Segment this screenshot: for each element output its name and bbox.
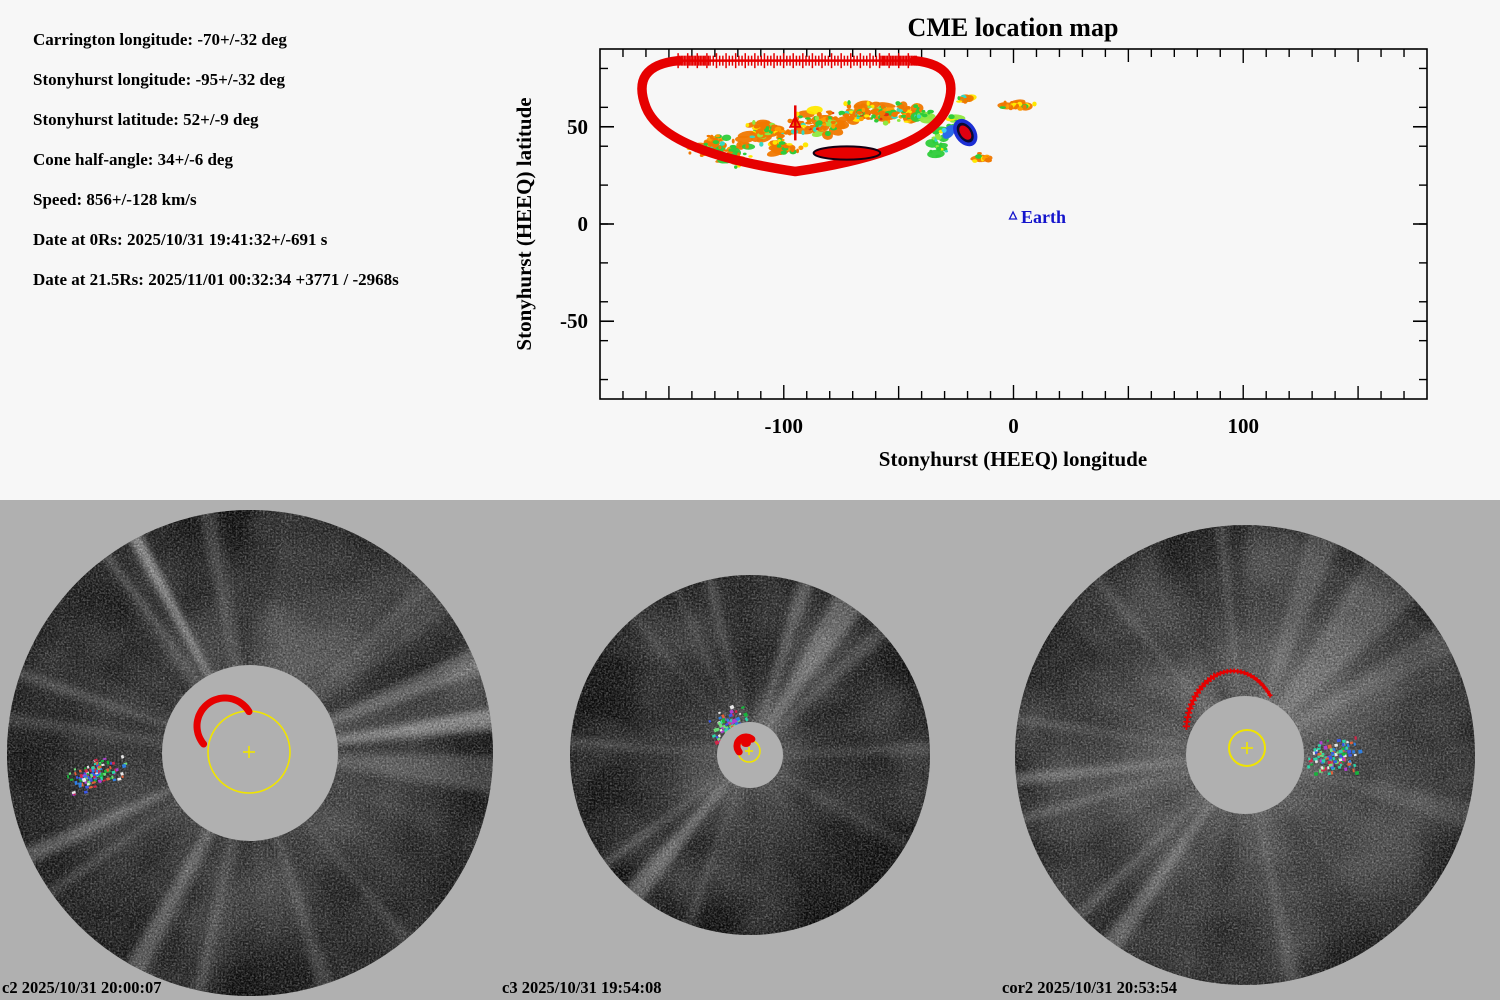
c3-occulter [717,722,783,788]
source-marker [788,105,802,141]
info-line-date-21-5rs: Date at 21.5Rs: 2025/11/01 00:32:34 +377… [33,270,399,289]
measured-ellipse [812,145,882,161]
svg-text:0: 0 [578,212,589,236]
cor2-cme-front-cross-arc [1182,668,1273,730]
map-title: CME location map [908,13,1119,42]
cor2-detection-speckles [1307,736,1363,776]
map-content [637,53,1037,177]
svg-text:50: 50 [567,115,588,139]
svg-text:100: 100 [1227,414,1259,438]
svg-text:0: 0 [1008,414,1019,438]
coronagraph-c3 [570,575,930,935]
cme-location-map: CME location map -100 0 100 -50 0 50 Stonyhur… [512,13,1428,471]
coronagraph-section: c2 2025/10/31 20:00:07 c3 2025/10/31 19:… [0,500,1500,1000]
map-section: Carrington longitude: -70+/-32 deg Stony… [0,0,1500,500]
blue-feature [941,118,978,147]
earth-label: Earth [1021,207,1066,227]
info-line-cone-half-angle: Cone half-angle: 34+/-6 deg [33,150,233,169]
panel-label-cor2: cor2 2025/10/31 20:53:54 [1002,978,1178,997]
info-line-date-0rs: Date at 0Rs: 2025/10/31 19:41:32+/-691 s [33,230,328,249]
svg-text:-50: -50 [560,309,588,333]
coronagraph-c2 [7,510,493,996]
info-line-speed: Speed: 856+/-128 km/s [33,190,197,209]
cone-top-markers [677,53,917,69]
earth-marker [1008,210,1018,220]
info-line-stonyhurst-longitude: Stonyhurst longitude: -95+/-32 deg [33,70,285,89]
cme-cone-boundary [637,55,956,177]
panel-label-c2: c2 2025/10/31 20:00:07 [2,978,162,997]
info-line-carrington-longitude: Carrington longitude: -70+/-32 deg [33,30,287,49]
x-axis-label: Stonyhurst (HEEQ) longitude [879,447,1147,471]
cme-parameters-panel: Carrington longitude: -70+/-32 deg Stony… [33,20,399,300]
coronagraph-panels [7,510,1475,996]
c2-detection-speckles [66,754,128,796]
panel-label-c3: c3 2025/10/31 19:54:08 [502,978,662,997]
earth-marker-group: Earth [1008,207,1066,227]
svg-text:-100: -100 [765,414,804,438]
map-axes: -100 0 100 -50 0 50 [560,48,1428,438]
cor2-occulter [1186,696,1304,814]
c2-occulter [162,665,338,841]
y-axis-label: Stonyhurst (HEEQ) latitude [512,97,536,350]
coronagraph-cor2 [1015,525,1475,985]
c3-cme-front-arc [733,733,756,756]
info-line-stonyhurst-latitude: Stonyhurst latitude: 52+/-9 deg [33,110,259,129]
c2-cme-front-arc [193,694,253,748]
cor2-sun-circle [1228,729,1266,767]
